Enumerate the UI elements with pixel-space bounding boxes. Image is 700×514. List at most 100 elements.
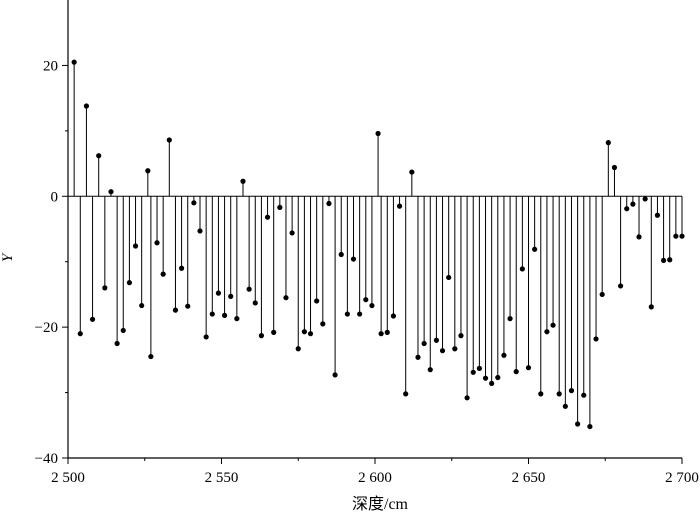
- stem-marker: [568, 388, 575, 394]
- stem-marker: [648, 304, 654, 310]
- stem-marker: [421, 340, 427, 347]
- stem-marker: [277, 204, 283, 211]
- y-tick-label: −40: [35, 451, 58, 467]
- stem-marker: [556, 391, 562, 397]
- stem-marker: [246, 286, 252, 292]
- stem-marker: [307, 331, 314, 337]
- stem-marker: [132, 243, 139, 249]
- stem-marker: [185, 303, 191, 309]
- stem-marker: [673, 233, 679, 239]
- stem-marker: [228, 293, 234, 299]
- stem-marker: [575, 421, 581, 427]
- stem-marker: [197, 228, 203, 234]
- stem-marker: [289, 230, 295, 236]
- stem-marker: [476, 365, 482, 371]
- stem-marker: [108, 189, 114, 195]
- stem-series: [71, 59, 685, 430]
- stem-marker: [264, 214, 271, 220]
- stem-marker: [375, 130, 381, 137]
- stem-marker: [154, 240, 160, 246]
- stem-marker: [89, 316, 96, 322]
- stem-marker: [624, 206, 630, 212]
- stem-marker: [439, 348, 446, 354]
- stem-marker: [593, 336, 599, 342]
- stem-marker: [630, 201, 636, 207]
- stem-marker: [611, 164, 618, 171]
- x-tick-label: 2 650: [512, 470, 546, 486]
- stem-marker: [390, 313, 397, 319]
- stem-marker: [160, 271, 166, 277]
- stem-marker: [409, 169, 415, 175]
- stem-marker: [172, 307, 179, 313]
- stem-marker: [139, 302, 145, 309]
- stem-marker: [482, 375, 489, 381]
- stem-marker: [550, 322, 556, 328]
- stem-marker: [71, 59, 77, 65]
- stem-marker: [605, 140, 611, 146]
- x-tick-label: 2 600: [358, 470, 392, 486]
- stem-marker: [209, 311, 215, 317]
- stem-marker: [326, 200, 332, 207]
- stem-marker: [654, 212, 661, 218]
- stem-marker: [338, 251, 344, 258]
- stem-marker: [458, 333, 464, 339]
- stem-marker: [369, 302, 375, 309]
- stem-marker: [191, 200, 197, 206]
- stem-marker: [489, 380, 495, 387]
- stem-marker: [357, 311, 363, 317]
- stem-marker: [415, 354, 421, 360]
- stem-marker: [221, 312, 228, 318]
- stem-marker: [452, 346, 458, 352]
- stem-marker: [507, 316, 513, 322]
- stem-marker: [102, 285, 108, 291]
- stem-marker: [403, 391, 409, 397]
- stem-marker: [114, 340, 120, 347]
- x-tick-label: 2 500: [51, 470, 85, 486]
- stem-marker: [495, 374, 501, 381]
- stem-marker: [271, 329, 277, 335]
- stem-marker: [178, 265, 185, 271]
- x-tick-label: 2 550: [205, 470, 239, 486]
- stem-marker: [350, 256, 357, 262]
- stem-marker: [332, 372, 338, 378]
- stem-marker: [679, 233, 685, 239]
- axes: [62, 0, 683, 464]
- stem-marker: [295, 346, 301, 352]
- stem-marker: [660, 257, 667, 264]
- stem-marker: [126, 280, 132, 286]
- stem-marker: [234, 316, 240, 322]
- y-tick-label: 0: [51, 189, 59, 205]
- stem-marker: [363, 297, 369, 303]
- stem-marker: [667, 257, 673, 263]
- stem-marker: [96, 153, 102, 159]
- stem-marker: [77, 331, 83, 337]
- stem-marker: [513, 369, 519, 375]
- stem-marker: [396, 203, 403, 209]
- stem-marker: [532, 246, 538, 252]
- stem-marker: [145, 168, 151, 174]
- tick-labels: 2 500 2 550 2 600 2 650 2 700 −40 −20 0 20: [35, 58, 699, 486]
- stem-marker: [642, 196, 648, 202]
- stem-marker: [283, 295, 289, 301]
- stem-marker: [544, 329, 550, 335]
- stem-marker: [384, 329, 390, 335]
- stem-marker: [587, 423, 593, 430]
- stem-marker: [301, 329, 307, 335]
- stem-marker: [378, 331, 384, 337]
- y-tick-label: −20: [35, 320, 58, 336]
- stem-marker: [618, 283, 624, 289]
- stem-marker: [320, 321, 326, 327]
- x-tick-label: 2 700: [665, 470, 699, 486]
- stem-marker: [344, 311, 350, 317]
- stem-marker: [120, 327, 126, 334]
- stem-marker: [538, 391, 544, 397]
- stem-marker: [252, 300, 258, 306]
- stem-marker: [427, 367, 433, 373]
- stem-marker: [562, 403, 568, 409]
- stem-marker: [314, 298, 320, 304]
- x-axis-title: 深度/cm: [352, 495, 409, 513]
- stem-marker: [581, 392, 587, 398]
- stem-marker: [599, 291, 605, 298]
- stem-marker: [501, 352, 507, 358]
